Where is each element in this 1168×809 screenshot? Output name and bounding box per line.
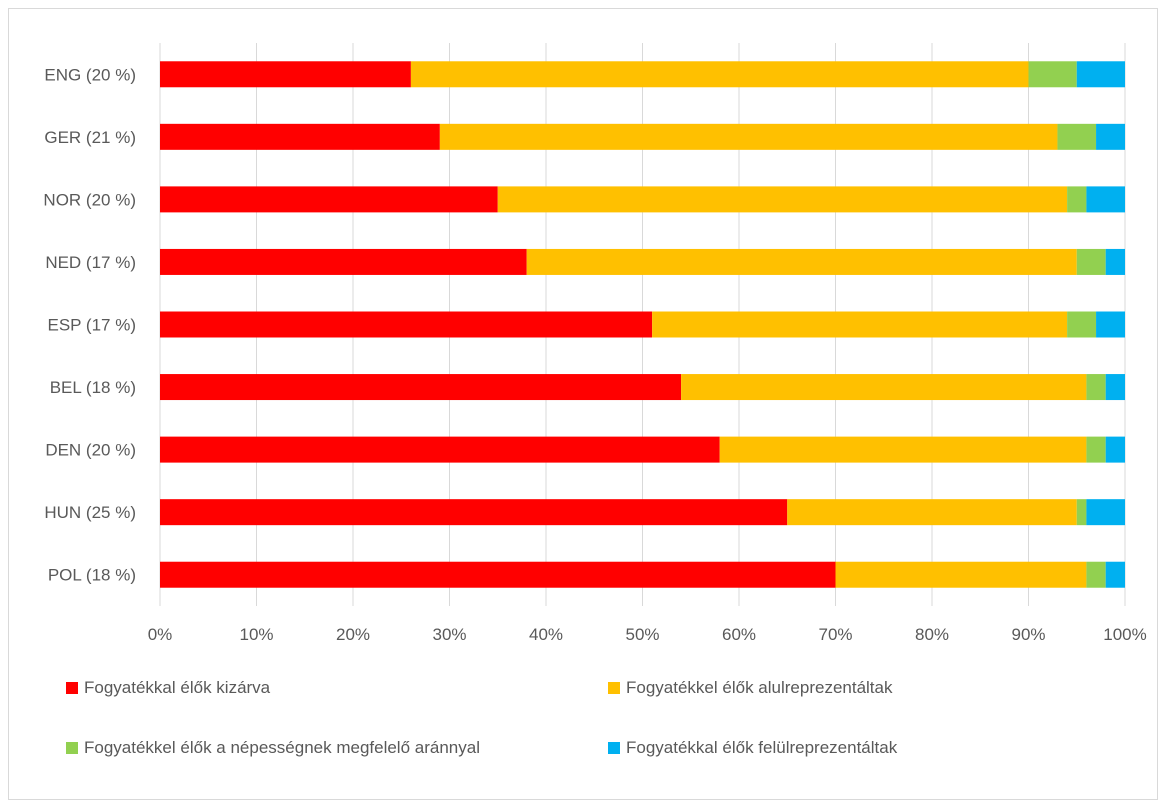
bar-segment [1105,248,1125,275]
legend-item-alulreprezentaltak: Fogyatékkel élők alulreprezentáltak [608,678,892,698]
bar-segment [160,186,498,213]
x-tick-label: 60% [722,625,756,644]
bar-segment [1076,248,1106,275]
x-tick-label: 0% [148,625,173,644]
bar-segment [1086,436,1106,463]
bar-segment [719,436,1087,463]
legend: Fogyatékkal élők kizárva Fogyatékkel élő… [66,678,1146,778]
bar-segment [160,61,411,88]
bar-segment [1096,311,1125,338]
bar-segment [1086,561,1106,588]
bar-segment [1028,61,1077,88]
legend-swatch [66,742,78,754]
bar-segment [497,186,1068,213]
bar-segment [1096,123,1125,150]
category-label: HUN (25 %) [44,503,136,522]
legend-label: Fogyatékkel élők alulreprezentáltak [626,678,893,697]
legend-label: Fogyatékkal élők felülreprezentáltak [626,738,898,757]
x-tick-label: 30% [432,625,466,644]
x-tick-label: 90% [1011,625,1045,644]
legend-swatch [608,682,620,694]
bar-segment [1105,436,1125,463]
category-label: GER (21 %) [44,128,136,147]
bar-segment [160,123,440,150]
legend-item-kizarva: Fogyatékkal élők kizárva [66,678,270,698]
bar-segment [1086,499,1125,526]
bar-segment [652,311,1068,338]
x-tick-label: 70% [818,625,852,644]
bar-segment [1076,61,1125,88]
category-label: DEN (20 %) [45,441,136,460]
category-label: ENG (20 %) [44,65,136,84]
bar-segment [160,248,527,275]
bar-segment [835,561,1087,588]
legend-swatch [66,682,78,694]
category-labels: ENG (20 %) GER (21 %) NOR (20 %) NED (17 %)… [43,65,136,584]
legend-swatch [608,742,620,754]
legend-item-felulreprezentaltak: Fogyatékkal élők felülreprezentáltak [608,738,897,758]
bar-segment [160,436,720,463]
bar-segment [1057,123,1097,150]
legend-label: Fogyatékkel élők a népességnek megfelelő… [84,738,480,757]
category-label: NED (17 %) [45,253,136,272]
bars [160,61,1125,588]
bar-segment [1086,186,1125,213]
bar-segment [681,374,1087,401]
bar-segment [1067,311,1097,338]
bar-segment [1105,374,1125,401]
x-tick-label: 40% [529,625,563,644]
bar-segment [439,123,1058,150]
bar-segment [1086,374,1106,401]
x-tick-label: 100% [1103,625,1146,644]
category-label: ESP (17 %) [47,316,136,335]
category-label: POL (18 %) [48,566,136,585]
x-tick-label: 50% [625,625,659,644]
legend-label: Fogyatékkal élők kizárva [84,678,271,697]
x-tick-label: 20% [336,625,370,644]
bar-segment [160,499,788,526]
category-label: BEL (18 %) [50,378,136,397]
bar-segment [410,61,1029,88]
bar-segment [160,561,836,588]
x-tick-labels: 0% 10% 20% 30% 40% 50% 60% 70% 80% 90% 100% [148,625,1147,644]
bar-segment [160,311,653,338]
bar-segment [1076,499,1087,526]
legend-item-megfelelo: Fogyatékkel élők a népességnek megfelelő… [66,738,480,758]
bar-segment [1105,561,1125,588]
category-label: NOR (20 %) [43,190,136,209]
bar-segment [787,499,1077,526]
bar-segment [160,374,682,401]
x-tick-label: 80% [915,625,949,644]
bar-segment [526,248,1077,275]
bar-segment [1067,186,1087,213]
x-tick-label: 10% [239,625,273,644]
